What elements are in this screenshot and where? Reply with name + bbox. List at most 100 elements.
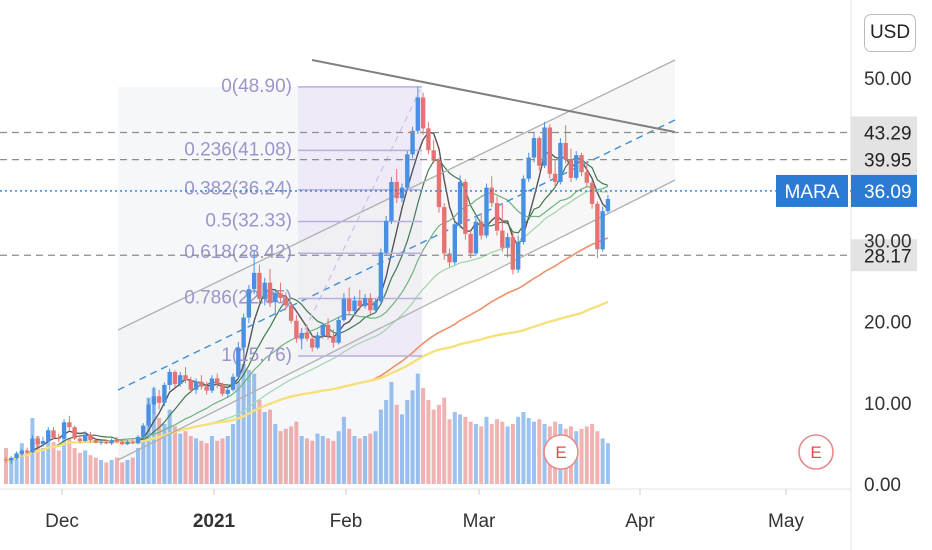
earnings-marker-label: E: [810, 443, 821, 462]
horizontal-level-label: 28.17: [864, 246, 912, 267]
price-axis: 50.00 30.00 20.00 10.00 0.00: [864, 69, 912, 496]
volume-bar: [479, 426, 484, 484]
candle-body: [521, 178, 526, 243]
volume-bar: [532, 421, 536, 484]
candle-body: [251, 272, 257, 290]
time-axis: Dec 2021 Feb Mar Apr May: [45, 489, 804, 532]
volume-bar: [4, 448, 8, 484]
volume-bar: [378, 409, 383, 484]
fib-level-label: 1(15.76): [221, 345, 292, 366]
volume-bar: [368, 433, 373, 484]
candle-body: [341, 298, 347, 320]
candle-body: [30, 438, 35, 453]
candle-body: [500, 230, 505, 248]
horizontal-level-tag: [851, 116, 917, 149]
volume-bar: [484, 416, 489, 484]
volume-bar: [188, 436, 193, 484]
volume-bar: [431, 409, 436, 484]
candle-body: [494, 203, 500, 231]
volume-bar: [14, 452, 19, 484]
volume-bar: [273, 424, 278, 484]
horizontal-level-label: 43.29: [864, 123, 912, 144]
candle-body: [46, 430, 51, 441]
volume-bar: [104, 462, 109, 484]
candle-body: [262, 282, 267, 299]
candle-body: [40, 440, 46, 445]
price-tick-label: 50.00: [864, 69, 912, 90]
volume-bar: [331, 440, 336, 484]
candle-body: [35, 438, 40, 445]
volume-bar: [67, 438, 72, 484]
time-label: May: [768, 511, 804, 532]
grid: [0, 0, 852, 550]
volume-bar: [426, 400, 431, 484]
resistance-trendline: [311, 59, 676, 133]
candle-body: [558, 142, 563, 182]
candle-body: [135, 436, 141, 444]
candle-body: [167, 371, 172, 385]
volume-bar: [268, 409, 272, 484]
candle-body: [510, 237, 516, 270]
candle-body: [357, 300, 362, 307]
volume-bar: [516, 416, 521, 484]
candle-body: [294, 320, 299, 339]
candle-body: [141, 425, 146, 437]
volume-bar: [405, 400, 410, 484]
volume-bar: [468, 421, 473, 484]
volume-bar: [294, 421, 299, 484]
candle-body: [273, 293, 278, 303]
volume-bar: [257, 400, 262, 484]
volume-bar: [357, 438, 362, 484]
fib-level-label: 0.382(36.24): [184, 179, 292, 200]
candle-body: [315, 335, 320, 348]
candle-body: [104, 441, 109, 444]
candle-body: [220, 384, 225, 394]
volume-bar: [35, 436, 40, 484]
volume-bar: [458, 414, 463, 484]
candle-body: [188, 380, 193, 390]
candle-body: [125, 441, 130, 445]
candle-body: [484, 187, 489, 236]
volume-bar: [120, 462, 125, 484]
volume-bar: [289, 426, 294, 484]
volume-bar: [262, 412, 267, 484]
candle-body: [130, 441, 135, 444]
volume-bar: [489, 424, 494, 484]
candle-body: [19, 450, 25, 454]
volume-bar: [77, 452, 82, 484]
candle-body: [14, 453, 19, 459]
volume-bar: [510, 424, 515, 484]
candle-body: [209, 378, 215, 391]
volume-bar: [526, 418, 531, 484]
time-label: Feb: [330, 511, 363, 532]
candle-body: [236, 347, 241, 377]
candle-body: [9, 458, 14, 461]
volume-bar: [400, 414, 404, 484]
candle-body: [336, 319, 341, 343]
volume-bar: [304, 438, 309, 484]
volume-bar: [125, 460, 130, 484]
candle-body: [257, 272, 262, 299]
candle-body: [405, 154, 410, 188]
volume-bar: [231, 424, 236, 484]
candle-body: [156, 396, 162, 403]
candle-body: [109, 440, 114, 444]
volume-bar: [157, 418, 162, 484]
volume-bar: [415, 373, 420, 484]
earnings-marker: [798, 434, 834, 470]
candle-body: [72, 427, 77, 439]
candle-body: [204, 386, 209, 391]
volume-bar: [194, 438, 199, 484]
candle-body: [457, 181, 463, 225]
candle-body: [383, 220, 389, 253]
candle-body: [420, 97, 426, 129]
volume-bar: [83, 450, 88, 484]
currency-button[interactable]: USD: [864, 14, 916, 52]
volume-bar: [220, 438, 225, 484]
volume-bar: [183, 431, 188, 484]
volume-bar: [590, 424, 595, 484]
volume-bar: [352, 436, 357, 484]
volume-bar: [373, 431, 378, 484]
